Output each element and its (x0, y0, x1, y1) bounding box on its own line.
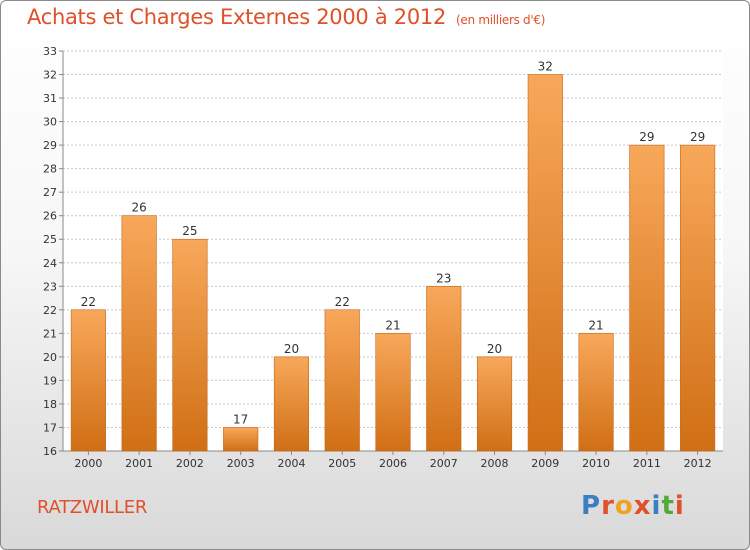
logo-letter: i (651, 491, 662, 521)
bar (476, 356, 513, 452)
y-tick-label: 24 (43, 257, 57, 270)
y-tick-label: 33 (43, 45, 57, 58)
y-tick-label: 25 (43, 233, 57, 246)
logo-letter: r (601, 491, 615, 521)
bar (273, 356, 310, 452)
data-label: 22 (81, 295, 96, 309)
logo-letter: t (661, 491, 675, 521)
y-tick-label: 28 (43, 163, 57, 176)
logo-letter: i (674, 491, 685, 521)
y-tick-label: 22 (43, 304, 57, 317)
logo-letter: x (633, 491, 652, 521)
data-label: 17 (233, 412, 248, 426)
y-tick-label: 29 (43, 139, 57, 152)
x-tick-label: 2003 (227, 457, 255, 470)
bar (324, 309, 360, 452)
bar (375, 333, 411, 452)
x-tick-label: 2010 (582, 457, 610, 470)
y-tick-label: 20 (43, 351, 57, 364)
bar (121, 215, 157, 452)
y-tick-label: 32 (43, 69, 57, 82)
x-tick-label: 2002 (176, 457, 204, 470)
y-tick-label: 27 (43, 186, 57, 199)
bar (578, 333, 614, 452)
data-label: 20 (284, 342, 299, 356)
x-tick-label: 2004 (277, 457, 305, 470)
y-tick-label: 31 (43, 92, 57, 105)
data-label: 20 (487, 342, 502, 356)
bar (680, 144, 716, 452)
data-label: 29 (690, 130, 705, 144)
chart-unit: (en milliers d'€) (456, 13, 546, 27)
data-label: 25 (182, 224, 197, 238)
logo-letter: o (614, 491, 634, 521)
y-tick-label: 21 (43, 327, 57, 340)
y-tick-label: 30 (43, 116, 57, 129)
y-tick-label: 23 (43, 280, 57, 293)
data-label: 26 (132, 201, 147, 215)
x-tick-label: 2001 (125, 457, 153, 470)
x-tick-label: 2006 (379, 457, 407, 470)
bar (70, 309, 106, 452)
bar (426, 285, 462, 452)
y-tick-label: 17 (43, 421, 57, 434)
data-label: 23 (436, 271, 451, 285)
y-tick-label: 26 (43, 210, 57, 223)
bar (629, 144, 665, 452)
x-tick-label: 2000 (74, 457, 102, 470)
x-tick-label: 2012 (684, 457, 712, 470)
x-tick-label: 2008 (481, 457, 509, 470)
data-label: 21 (588, 318, 603, 332)
x-tick-label: 2009 (531, 457, 559, 470)
chart-title: Achats et Charges Externes 2000 à 2012 (e… (27, 5, 545, 29)
y-tick-label: 16 (43, 445, 57, 458)
x-tick-label: 2011 (633, 457, 661, 470)
proxiti-logo: Proxiti (581, 491, 685, 521)
bar (527, 74, 563, 452)
x-tick-label: 2007 (430, 457, 458, 470)
data-label: 29 (639, 130, 654, 144)
bar (172, 238, 208, 452)
logo-letter: P (581, 491, 602, 521)
y-tick-label: 18 (43, 398, 57, 411)
data-label: 32 (538, 60, 553, 74)
city-name: RATZWILLER (37, 497, 148, 518)
chart-title-text: Achats et Charges Externes 2000 à 2012 (27, 5, 447, 29)
y-tick-label: 19 (43, 374, 57, 387)
bar (223, 427, 259, 452)
data-label: 21 (385, 318, 400, 332)
data-label: 22 (335, 295, 350, 309)
x-tick-label: 2005 (328, 457, 356, 470)
